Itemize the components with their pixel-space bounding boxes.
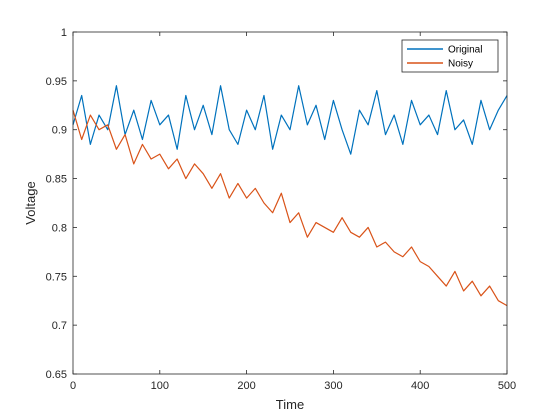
legend: Original Noisy <box>401 39 499 73</box>
y-axis-label: Voltage <box>23 181 38 224</box>
x-tick-label: 400 <box>411 380 429 392</box>
y-tick-label: 0.9 <box>52 125 67 137</box>
series-layer <box>72 85 508 307</box>
x-tick-label: 0 <box>70 380 76 392</box>
legend-label-original: Original <box>448 45 482 56</box>
axes-box <box>72 31 508 375</box>
series-line-original <box>72 85 508 155</box>
y-tick-label: 0.8 <box>52 222 67 234</box>
ticks-layer: 0 100 200 300 400 500 0.65 0.7 0.75 0.8 0.85 0.9 0.9… <box>46 27 517 392</box>
y-tick-label: 0.65 <box>46 369 67 381</box>
x-tick-label: 100 <box>151 380 169 392</box>
legend-label-noisy: Noisy <box>448 59 473 70</box>
x-tick-label: 300 <box>324 380 342 392</box>
series-line-noisy <box>72 109 508 307</box>
y-tick-label: 1 <box>61 27 67 39</box>
y-tick-label: 0.85 <box>46 174 67 186</box>
y-tick-label: 0.95 <box>46 76 67 88</box>
legend-box <box>401 39 499 73</box>
x-axis-label: Time <box>276 397 304 412</box>
x-tick-label: 200 <box>237 380 255 392</box>
y-tick-label: 0.7 <box>52 320 67 332</box>
y-tick-label: 0.75 <box>46 271 67 283</box>
plot-area <box>73 32 507 374</box>
x-tick-label: 500 <box>498 380 516 392</box>
